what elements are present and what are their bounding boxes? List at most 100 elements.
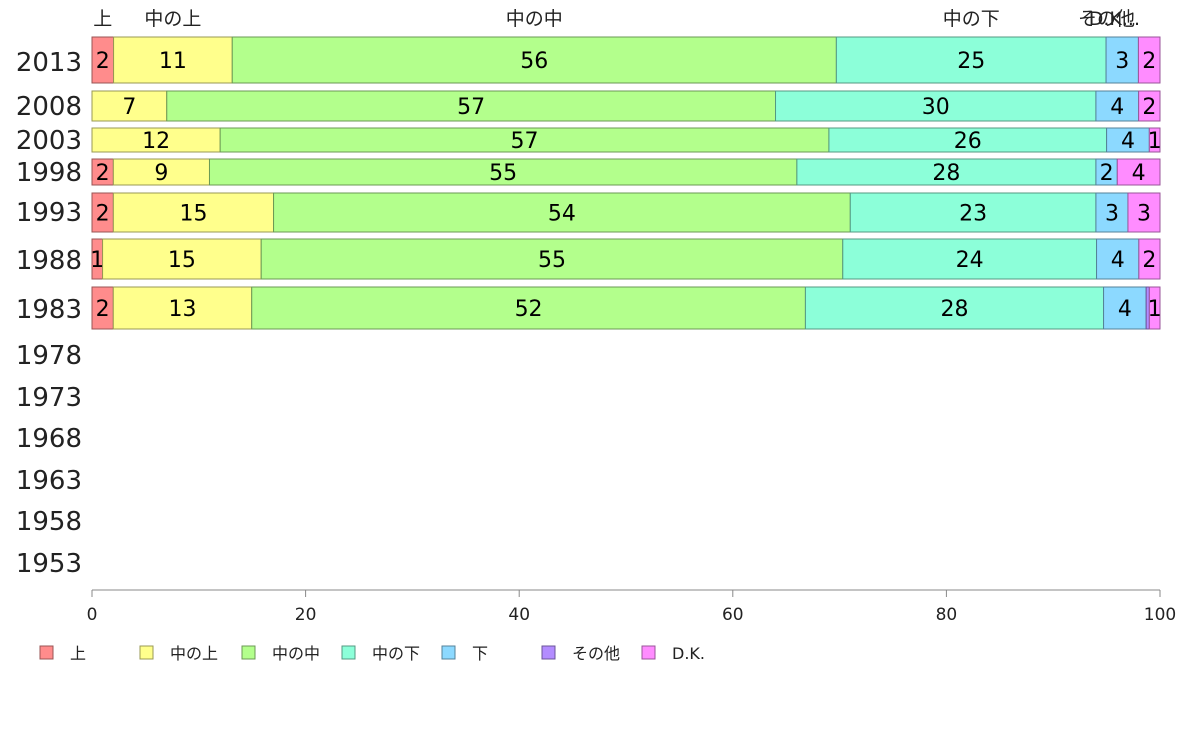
bar-value-label: 57	[511, 129, 539, 154]
bar-value-label: 25	[957, 49, 985, 74]
legend-label: 下	[472, 644, 488, 663]
bar-segment-2003-3	[219, 127, 830, 153]
top-category-label: 上	[93, 8, 112, 30]
bar-segment-1988-2	[102, 238, 262, 280]
year-label: 2013	[16, 48, 82, 78]
bar-value-label: 2	[96, 49, 110, 74]
bar-value-label: 55	[538, 248, 566, 273]
legend-label: 中の下	[372, 644, 420, 663]
year-label: 2008	[16, 92, 82, 122]
bar-value-label: 7	[122, 95, 136, 120]
bar-segment-2003-7	[1148, 127, 1161, 153]
top-category-label: 中の中	[506, 8, 563, 30]
legend-label: その他	[572, 644, 620, 663]
bar-value-label: 55	[489, 161, 517, 186]
legend-label: 上	[70, 644, 86, 663]
bar-value-label: 3	[1137, 202, 1151, 227]
bar-value-label: 15	[179, 202, 207, 227]
legend-swatch	[241, 645, 256, 660]
bar-segment-1988-3	[260, 238, 844, 280]
year-label: 2003	[16, 126, 82, 156]
year-label: 1988	[16, 246, 82, 276]
bar-segment-1993-4	[849, 192, 1097, 233]
bar-value-label: 30	[922, 95, 950, 120]
year-label: 1993	[16, 198, 82, 228]
bar-segment-1983-7	[1148, 286, 1161, 330]
bar-value-label: 4	[1110, 95, 1124, 120]
bar-value-label: 1	[90, 248, 104, 273]
year-label: 1983	[16, 295, 82, 325]
bar-segment-2003-2	[91, 127, 221, 153]
bar-segment-1998-4	[796, 158, 1097, 186]
bar-value-label: 1	[1148, 129, 1162, 154]
bar-value-label: 57	[457, 95, 485, 120]
bar-segment-2013-3	[231, 36, 837, 84]
bar-value-label: 1	[1148, 297, 1162, 322]
legend-swatch	[541, 645, 556, 660]
bar-segment-2008-4	[775, 90, 1097, 122]
bar-value-label: 23	[959, 202, 987, 227]
x-tick-label: 20	[295, 605, 317, 625]
bar-value-label: 2	[96, 161, 110, 186]
x-tick-label: 60	[722, 605, 744, 625]
bar-value-label: 26	[954, 129, 982, 154]
bar-value-label: 2	[96, 202, 110, 227]
bar-value-label: 4	[1132, 161, 1146, 186]
bar-value-label: 28	[940, 297, 968, 322]
bar-value-label: 3	[1115, 49, 1129, 74]
legend-swatch	[139, 645, 154, 660]
year-label: 1958	[16, 507, 82, 537]
x-tick-label: 100	[1144, 605, 1176, 625]
bar-segment-1993-2	[112, 192, 275, 233]
bar-segment-2013-5	[1105, 36, 1139, 84]
bar-segment-2013-4	[835, 36, 1107, 84]
year-label: 1968	[16, 424, 82, 454]
top-category-label: 中の下	[943, 8, 1000, 30]
year-label: 1978	[16, 341, 82, 371]
bar-value-label: 2	[1142, 49, 1156, 74]
bar-value-label: 54	[548, 202, 576, 227]
legend-label: 中の中	[272, 644, 320, 663]
bar-segment-2008-3	[166, 90, 777, 122]
legend-swatch	[441, 645, 456, 660]
x-axis: 0 20 40 60 80 100	[87, 589, 1176, 625]
bar-segment-1993-7	[1127, 192, 1161, 233]
bar-value-label: 2	[1100, 161, 1114, 186]
bar-value-label: 9	[154, 161, 168, 186]
bar-segment-1988-7	[1138, 238, 1161, 280]
legend-swatch	[39, 645, 54, 660]
bar-value-label: 4	[1121, 129, 1135, 154]
bar-value-label: 4	[1118, 297, 1132, 322]
legend-label: D.K.	[672, 644, 705, 663]
bar-segment-1988-4	[842, 238, 1098, 280]
bar-value-label: 13	[169, 297, 197, 322]
bar-value-label: 15	[168, 248, 196, 273]
legend: 上 中の上 中の中 中の下 下 その他 D.K.	[39, 644, 705, 663]
bar-value-label: 56	[520, 49, 548, 74]
x-tick-label: 80	[936, 605, 958, 625]
bar-segment-2013-2	[113, 36, 233, 84]
x-tick-label: 40	[508, 605, 530, 625]
bar-value-label: 28	[932, 161, 960, 186]
bar-segment-1993-5	[1095, 192, 1129, 233]
top-category-label: その他	[1078, 8, 1135, 30]
bar-value-label: 11	[159, 49, 187, 74]
bar-value-label: 2	[1142, 248, 1156, 273]
bar-value-label: 3	[1105, 202, 1119, 227]
x-tick-label: 0	[87, 605, 98, 625]
bar-segment-2008-5	[1095, 90, 1140, 122]
year-label: 1963	[16, 466, 82, 496]
bar-segment-2003-4	[828, 127, 1108, 153]
bar-segment-1983-3	[251, 286, 806, 330]
bar-segment-1993-3	[273, 192, 851, 233]
bar-value-label: 4	[1111, 248, 1125, 273]
bar-segment-2008-7	[1138, 90, 1161, 122]
bar-value-label: 52	[515, 297, 543, 322]
bar-segment-1998-2	[112, 158, 210, 186]
legend-label: 中の上	[170, 644, 218, 663]
bar-segment-1983-5	[1103, 286, 1147, 330]
year-label: 1973	[16, 383, 82, 413]
bar-segment-1988-5	[1096, 238, 1140, 280]
year-label: 1998	[16, 158, 82, 188]
